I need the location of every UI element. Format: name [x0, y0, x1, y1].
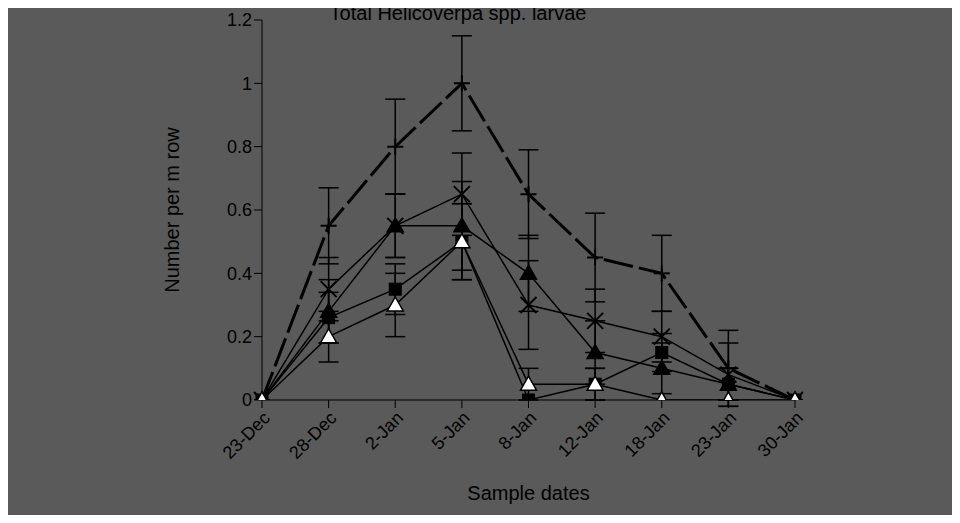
svg-text:0.4: 0.4 — [227, 264, 252, 284]
svg-text:0.2: 0.2 — [227, 327, 252, 347]
svg-text:12-Jan: 12-Jan — [554, 408, 607, 461]
svg-text:0.8: 0.8 — [227, 137, 252, 157]
svg-text:0: 0 — [242, 390, 252, 410]
svg-text:23-Jan: 23-Jan — [687, 408, 740, 461]
svg-text:23-Dec: 23-Dec — [219, 408, 274, 463]
svg-text:28-Dec: 28-Dec — [285, 408, 340, 463]
svg-text:Number per m row: Number per m row — [161, 127, 183, 293]
svg-text:8-Jan: 8-Jan — [494, 408, 540, 454]
svg-text:2-Jan: 2-Jan — [361, 408, 407, 454]
svg-text:30-Jan: 30-Jan — [754, 408, 807, 461]
svg-text:18-Jan: 18-Jan — [621, 408, 674, 461]
svg-text:1.2: 1.2 — [227, 10, 252, 30]
svg-text:5-Jan: 5-Jan — [428, 408, 474, 454]
html-text:Total Helicoverpa spp. larvae: Total Helicoverpa spp. larvae — [329, 2, 587, 24]
svg-text:0.6: 0.6 — [227, 200, 252, 220]
svg-text:1: 1 — [242, 74, 252, 94]
svg-text:Sample dates: Sample dates — [467, 482, 589, 504]
